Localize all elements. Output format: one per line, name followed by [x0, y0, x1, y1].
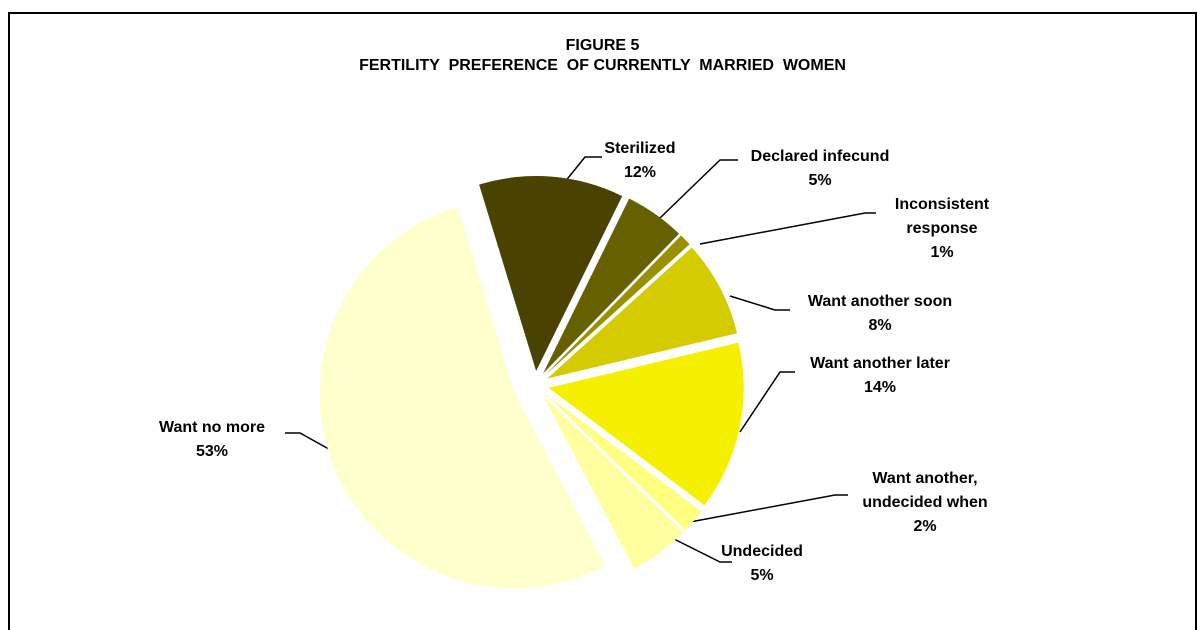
slice-label: Undecided	[721, 543, 803, 560]
slice-label: Want another soon	[807, 293, 953, 310]
chart-subtitle: FERTILITY PREFERENCE OF CURRENTLY MARRIE…	[359, 57, 846, 74]
slice-label: Inconsistent response	[894, 196, 990, 237]
chart-title: FIGURE 5	[565, 37, 640, 54]
pie-slice	[479, 176, 623, 372]
leader-line	[739, 371, 795, 433]
slice-value-label: 14%	[863, 379, 897, 396]
slice-value-label: 2%	[913, 518, 937, 535]
pie-slice	[319, 206, 606, 589]
slice-label: Want another later	[810, 355, 950, 372]
slice-label: Want another, undecided when	[862, 470, 988, 511]
leader-line	[729, 295, 790, 311]
pie-slice	[545, 235, 690, 376]
slice-value-label: 1%	[930, 244, 954, 261]
slice-label: Want no more	[158, 419, 266, 436]
slice-value-label: 5%	[808, 172, 832, 189]
leader-lines	[285, 156, 876, 563]
pie-slice	[547, 247, 738, 379]
pie-slice	[543, 198, 680, 374]
slice-value-label: 12%	[623, 164, 657, 181]
slice-value-label: 53%	[195, 443, 229, 460]
slice-label: Sterilized	[604, 140, 676, 157]
leader-line	[559, 156, 602, 189]
leader-line	[689, 494, 848, 523]
pie-slice	[548, 342, 744, 506]
slice-value-label: 5%	[750, 567, 774, 584]
slice-label: Declared infecund	[750, 148, 890, 165]
leader-line	[699, 212, 876, 245]
frame	[8, 12, 1197, 630]
leader-line	[659, 531, 732, 563]
pie-slice	[543, 396, 684, 569]
leader-line	[659, 159, 738, 219]
pie-slice	[545, 394, 702, 531]
slice-value-label: 8%	[868, 317, 892, 334]
